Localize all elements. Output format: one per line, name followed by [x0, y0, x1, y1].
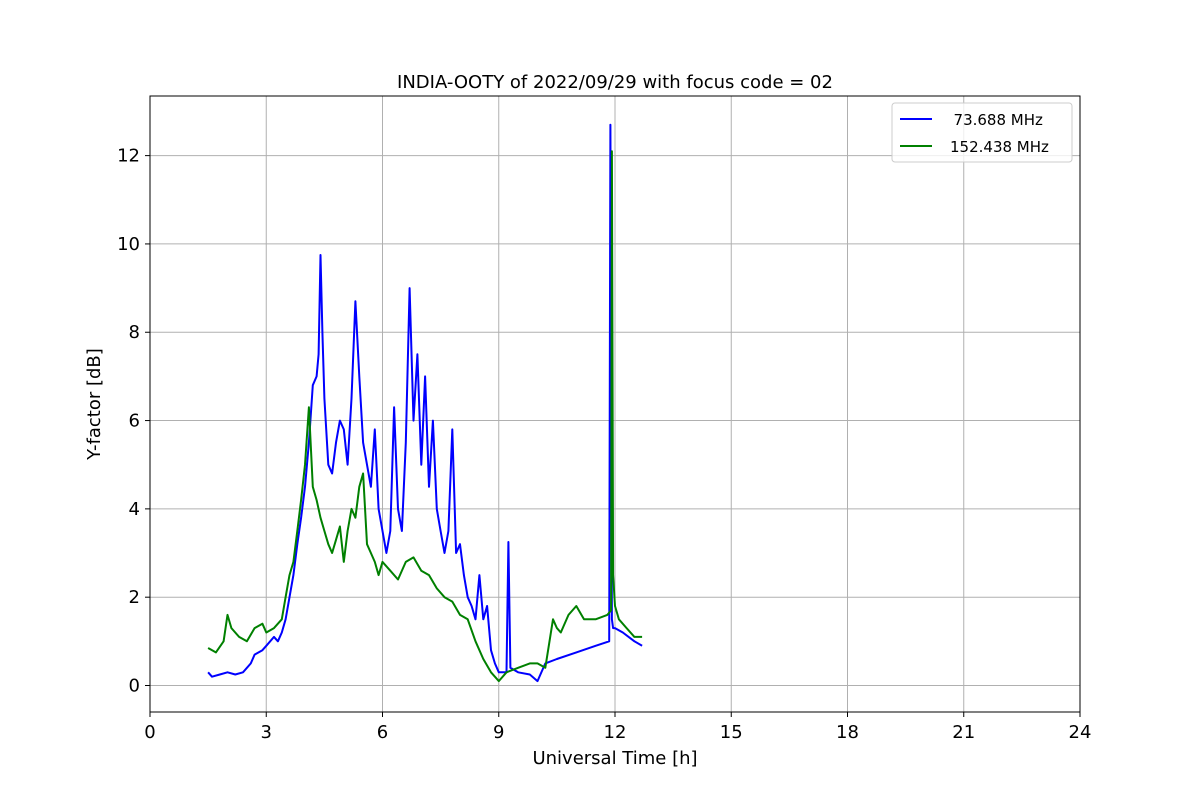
- y-axis-label: Y-factor [dB]: [84, 348, 105, 461]
- series-layer: [207, 123, 643, 683]
- y-tick-label: 0: [129, 676, 140, 697]
- y-tick-label: 4: [129, 499, 140, 520]
- x-tick-label: 15: [720, 722, 743, 743]
- x-tick-label: 6: [377, 722, 388, 743]
- y-tick-label: 12: [117, 146, 140, 167]
- x-tick-label: 12: [604, 722, 627, 743]
- legend: 73.688 MHz 152.438 MHz: [891, 102, 1073, 163]
- x-axis-label: Universal Time [h]: [532, 748, 697, 769]
- legend-label-152mhz: 152.438 MHz: [950, 138, 1049, 156]
- y-tick-label: 10: [117, 234, 140, 255]
- chart-title: INDIA-OOTY of 2022/09/29 with focus code…: [397, 72, 833, 93]
- y-tick-label: 6: [129, 411, 140, 432]
- x-tick-label: 9: [493, 722, 504, 743]
- series-line-152mhz: [207, 150, 643, 683]
- legend-box: [891, 102, 1073, 163]
- x-tick-label: 0: [144, 722, 155, 743]
- x-tick-label: 3: [261, 722, 272, 743]
- x-tick-label: 21: [952, 722, 975, 743]
- y-tick-label: 8: [129, 322, 140, 343]
- x-tick-label: 24: [1069, 722, 1092, 743]
- legend-label-73mhz: 73.688 MHz: [944, 111, 1043, 129]
- x-tick-label: 18: [836, 722, 859, 743]
- y-tick-label: 2: [129, 587, 140, 608]
